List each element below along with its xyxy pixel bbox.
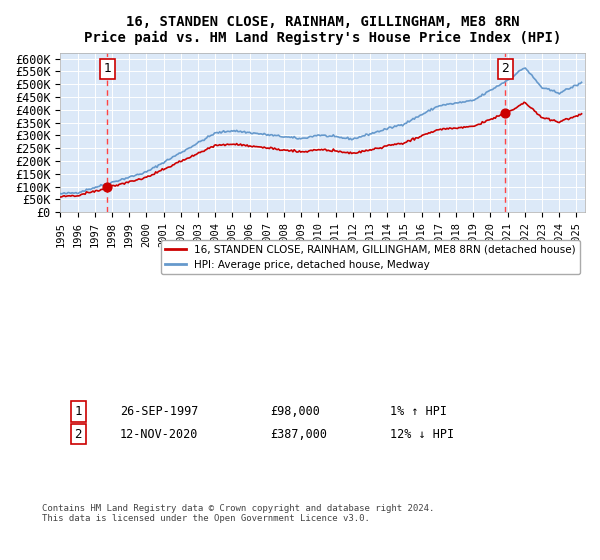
- Point: [103, 183, 112, 192]
- Legend: 16, STANDEN CLOSE, RAINHAM, GILLINGHAM, ME8 8RN (detached house), HPI: Average p: 16, STANDEN CLOSE, RAINHAM, GILLINGHAM, …: [161, 240, 580, 274]
- Text: £387,000: £387,000: [270, 427, 327, 441]
- Text: 12-NOV-2020: 12-NOV-2020: [120, 427, 199, 441]
- Text: 2: 2: [502, 62, 509, 76]
- Text: 1% ↑ HPI: 1% ↑ HPI: [390, 405, 447, 418]
- Text: Contains HM Land Registry data © Crown copyright and database right 2024.
This d: Contains HM Land Registry data © Crown c…: [42, 504, 434, 524]
- Text: 2: 2: [74, 427, 82, 441]
- Text: 26-SEP-1997: 26-SEP-1997: [120, 405, 199, 418]
- Text: 1: 1: [74, 405, 82, 418]
- Title: 16, STANDEN CLOSE, RAINHAM, GILLINGHAM, ME8 8RN
Price paid vs. HM Land Registry': 16, STANDEN CLOSE, RAINHAM, GILLINGHAM, …: [84, 15, 562, 45]
- Text: £98,000: £98,000: [270, 405, 320, 418]
- Text: 1: 1: [104, 62, 112, 76]
- Point: [500, 109, 510, 118]
- Text: 12% ↓ HPI: 12% ↓ HPI: [390, 427, 454, 441]
